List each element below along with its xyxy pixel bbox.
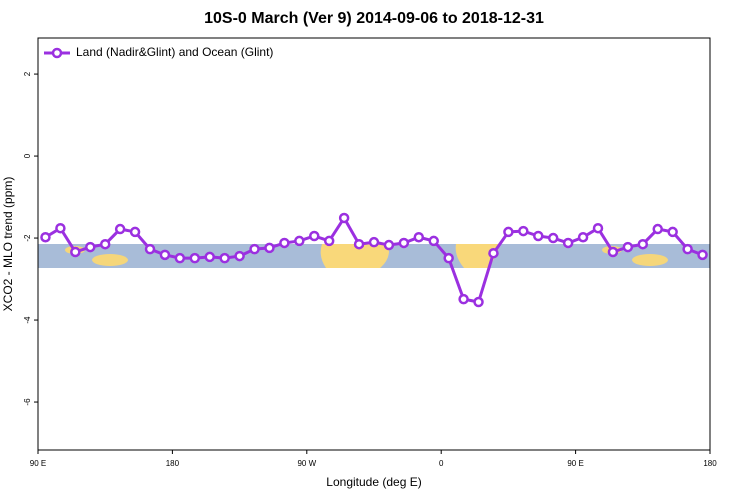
data-point: [85, 241, 96, 253]
data-point: [473, 296, 484, 308]
data-point: [353, 238, 365, 250]
data-point: [114, 223, 126, 235]
chart-title: 10S-0 March (Ver 9) 2014-09-06 to 2018-1…: [204, 10, 544, 27]
y-tick-label: 0: [23, 153, 32, 158]
data-point: [323, 235, 335, 247]
data-point: [70, 246, 81, 258]
y-tick-label: -2: [23, 234, 32, 242]
data-point: [294, 235, 305, 247]
data-point: [144, 243, 156, 255]
x-axis-label: Longitude (deg E): [326, 475, 421, 489]
data-point: [577, 231, 589, 243]
data-point: [413, 231, 425, 243]
data-point: [697, 249, 708, 261]
data-point: [383, 239, 395, 251]
data-point: [204, 251, 215, 263]
data-point: [503, 226, 514, 238]
data-point: [309, 230, 320, 242]
y-tick-label: -4: [23, 316, 32, 324]
data-point: [533, 230, 544, 242]
y-axis-label: XCO2 - MLO trend (ppm): [1, 177, 15, 312]
data-point: [174, 252, 186, 264]
data-point: [428, 235, 439, 247]
data-point: [592, 222, 604, 234]
data-point: [129, 226, 141, 238]
y-tick-label: 2: [23, 71, 32, 76]
data-point: [518, 225, 529, 237]
x-tick-label: 180: [703, 459, 717, 468]
data-point: [637, 238, 649, 250]
x-tick-label: 90 E: [30, 459, 46, 468]
map-band: [38, 244, 710, 268]
data-point: [622, 241, 634, 253]
data-point: [40, 231, 51, 243]
data-point: [458, 293, 469, 305]
x-tick-label: 180: [166, 459, 180, 468]
data-point: [398, 237, 410, 249]
data-point: [338, 212, 350, 224]
data-point: [682, 243, 693, 255]
y-tick-label: -6: [23, 398, 32, 406]
data-point: [219, 252, 230, 264]
data-point: [443, 252, 454, 264]
x-tick-label: 90 W: [297, 459, 316, 468]
data-point: [652, 223, 663, 235]
data-point: [264, 242, 275, 254]
data-point: [55, 222, 66, 234]
legend: Land (Nadir&Glint) and Ocean (Glint): [44, 45, 273, 59]
data-point: [562, 237, 574, 249]
plot-frame: [37, 37, 711, 451]
data-point: [189, 252, 201, 264]
legend-marker: [51, 47, 63, 59]
data-point: [249, 243, 260, 255]
data-point: [607, 246, 619, 258]
data-point: [159, 249, 171, 261]
data-point: [547, 232, 559, 244]
x-tick-label: 0: [439, 459, 444, 468]
legend-label: Land (Nadir&Glint) and Ocean (Glint): [76, 45, 273, 59]
data-point: [99, 238, 111, 250]
data-point: [368, 236, 380, 248]
data-point: [279, 237, 290, 249]
x-tick-label: 90 E: [567, 459, 583, 468]
data-point: [234, 250, 245, 262]
data-point: [667, 226, 678, 238]
data-point: [488, 247, 499, 259]
